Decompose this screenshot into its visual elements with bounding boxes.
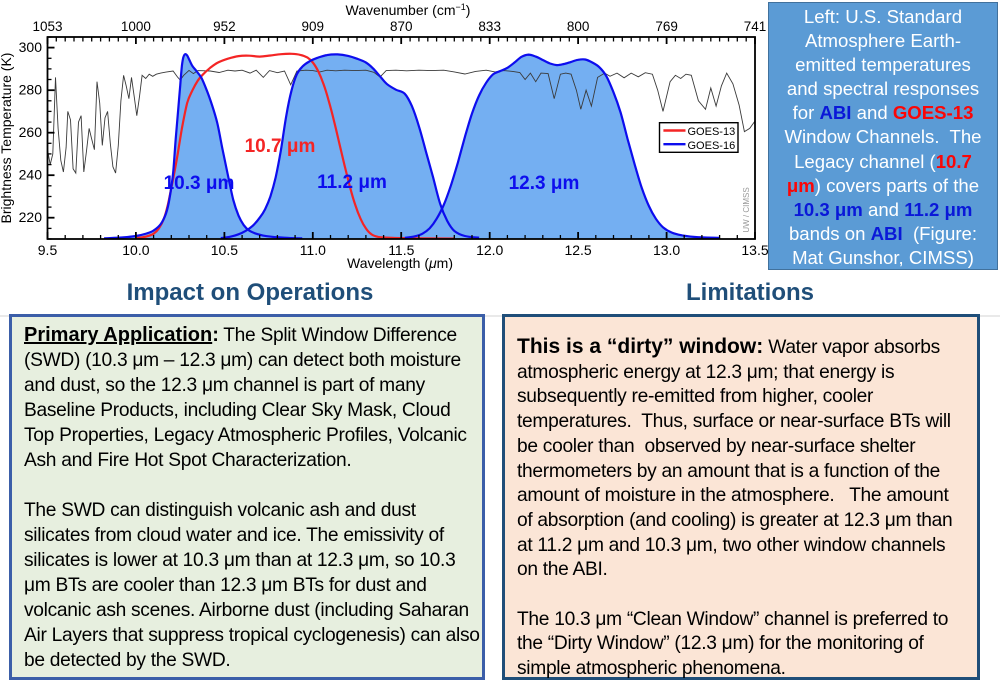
svg-text:13.0: 13.0 bbox=[653, 242, 680, 258]
svg-text:11.0: 11.0 bbox=[300, 242, 326, 258]
svg-text:952: 952 bbox=[213, 19, 236, 34]
svg-text:220: 220 bbox=[19, 209, 43, 225]
svg-text:Wavenumber (cm−1): Wavenumber (cm−1) bbox=[346, 2, 471, 18]
svg-text:UW / CIMSS: UW / CIMSS bbox=[742, 187, 751, 232]
svg-text:10.0: 10.0 bbox=[122, 242, 149, 258]
svg-text:12.0: 12.0 bbox=[476, 242, 503, 258]
svg-text:13.5: 13.5 bbox=[741, 242, 768, 258]
svg-text:GOES-16: GOES-16 bbox=[688, 140, 736, 152]
svg-text:12.5: 12.5 bbox=[564, 242, 591, 258]
svg-text:12.3 μm: 12.3 μm bbox=[509, 173, 580, 194]
svg-text:Wavelength (μm): Wavelength (μm) bbox=[347, 255, 453, 271]
svg-text:Brightness Temperature (K): Brightness Temperature (K) bbox=[0, 53, 14, 224]
svg-text:11.5: 11.5 bbox=[388, 242, 414, 258]
svg-text:1000: 1000 bbox=[121, 19, 151, 34]
svg-text:833: 833 bbox=[478, 19, 501, 34]
svg-text:280: 280 bbox=[19, 82, 43, 98]
svg-text:10.3 μm: 10.3 μm bbox=[164, 173, 235, 194]
svg-text:GOES-13: GOES-13 bbox=[688, 126, 736, 138]
svg-text:769: 769 bbox=[655, 19, 678, 34]
svg-text:10.7 μm: 10.7 μm bbox=[245, 136, 316, 157]
svg-text:260: 260 bbox=[19, 124, 43, 140]
svg-text:1053: 1053 bbox=[32, 19, 62, 34]
svg-text:300: 300 bbox=[19, 39, 43, 55]
svg-text:741: 741 bbox=[744, 19, 767, 34]
svg-text:11.2 μm: 11.2 μm bbox=[317, 172, 387, 193]
svg-text:870: 870 bbox=[390, 19, 413, 34]
svg-text:909: 909 bbox=[302, 19, 325, 34]
svg-text:240: 240 bbox=[19, 167, 43, 183]
svg-text:800: 800 bbox=[567, 19, 590, 34]
svg-text:9.5: 9.5 bbox=[38, 242, 58, 258]
svg-text:10.5: 10.5 bbox=[211, 242, 238, 258]
